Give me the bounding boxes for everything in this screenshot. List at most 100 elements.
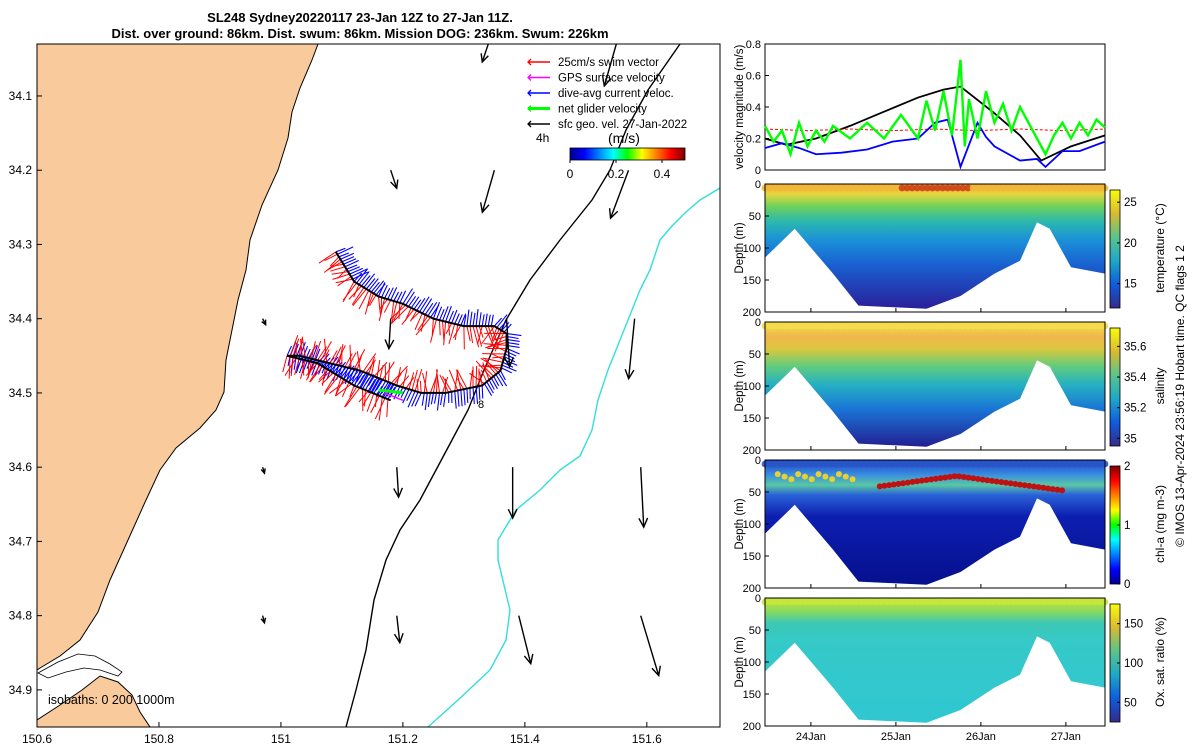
section-sample-marker bbox=[868, 322, 875, 330]
section-sample-marker bbox=[878, 460, 886, 468]
section-sample-marker bbox=[822, 598, 830, 606]
section-sample-marker bbox=[817, 322, 825, 330]
swim-vector bbox=[332, 346, 342, 365]
dive-avg-vector bbox=[443, 392, 447, 407]
section-sample-marker bbox=[792, 460, 799, 468]
swim-vector bbox=[442, 375, 453, 392]
section-sample-marker bbox=[934, 598, 941, 606]
dive-avg-vector bbox=[421, 392, 425, 406]
legend-swatch-head bbox=[527, 120, 532, 128]
swim-vector bbox=[330, 266, 346, 272]
section-sample-marker bbox=[923, 460, 931, 468]
section-sample-marker bbox=[863, 460, 870, 468]
swim-vector bbox=[438, 320, 441, 336]
section-sample-marker bbox=[842, 184, 850, 192]
dive-avg-vector bbox=[407, 390, 416, 408]
section-sample-marker bbox=[781, 598, 789, 606]
section-sample-marker bbox=[786, 184, 794, 192]
swim-vector bbox=[489, 343, 507, 352]
section-sample-marker bbox=[1050, 460, 1058, 468]
section-sample-marker bbox=[964, 460, 972, 468]
legend-swatch-head bbox=[527, 58, 532, 66]
swim-vector bbox=[290, 357, 294, 376]
chla-maximum-marker bbox=[909, 478, 916, 485]
dive-avg-vector bbox=[500, 367, 512, 374]
swim-vector bbox=[411, 370, 418, 391]
section-sample-marker bbox=[1005, 184, 1012, 192]
section-sample-marker bbox=[868, 184, 875, 192]
chla-maximum-marker bbox=[928, 476, 935, 483]
dive-avg-vector bbox=[373, 378, 383, 394]
swim-vector bbox=[393, 373, 402, 385]
swim-vector bbox=[429, 376, 437, 394]
swim-vector bbox=[324, 253, 338, 261]
map-ytick-label: 34.6 bbox=[9, 460, 33, 474]
section-sample-marker bbox=[954, 460, 962, 468]
section-sample-marker bbox=[797, 184, 804, 192]
chla-maximum-marker bbox=[970, 475, 977, 482]
swim-vector bbox=[378, 298, 386, 321]
chla-maximum-marker bbox=[998, 479, 1005, 486]
section-sample-marker bbox=[837, 322, 845, 330]
map-xtick-label: 151.4 bbox=[510, 732, 540, 746]
dive-avg-vector bbox=[364, 374, 375, 391]
dive-avg-vector bbox=[472, 312, 476, 327]
dive-avg-vector bbox=[483, 383, 493, 396]
chla-maximum-marker bbox=[895, 480, 902, 487]
section-sample-marker bbox=[1010, 598, 1018, 606]
section-sample-marker bbox=[878, 322, 886, 330]
chla-maximum-marker bbox=[951, 473, 958, 480]
chla-maximum-marker bbox=[1049, 486, 1056, 493]
section-sample-marker bbox=[1071, 184, 1078, 192]
geo-velocity-arrow bbox=[505, 318, 511, 367]
dive-avg-vector bbox=[478, 386, 481, 400]
isobath-200m bbox=[345, 44, 681, 727]
dive-avg-vector bbox=[436, 392, 441, 411]
section-sample-marker bbox=[1091, 322, 1099, 330]
section-ytick-label: 100 bbox=[743, 657, 761, 669]
chla-maximum-marker bbox=[1035, 484, 1042, 491]
section-ylabel: Depth (m) bbox=[734, 222, 746, 273]
section-sample-marker bbox=[797, 598, 804, 606]
section-sample-marker bbox=[1040, 184, 1048, 192]
section-sample-marker bbox=[893, 460, 901, 468]
dive-avg-vector bbox=[358, 271, 370, 285]
section-sample-marker bbox=[923, 184, 931, 192]
chla-maximum-marker bbox=[822, 473, 829, 480]
section-sample-marker bbox=[1076, 460, 1084, 468]
section-sample-marker bbox=[812, 184, 820, 192]
chla-maximum-marker bbox=[956, 473, 963, 480]
velocity-series-layer bbox=[763, 59, 1106, 170]
dive-avg-vector bbox=[349, 267, 363, 275]
chla-maximum-marker bbox=[974, 475, 981, 482]
map-xtick-label: 150.8 bbox=[144, 732, 174, 746]
section-sample-marker bbox=[776, 322, 784, 330]
section-sample-marker bbox=[934, 184, 941, 192]
swim-vector bbox=[448, 323, 456, 344]
botany-bay bbox=[37, 653, 123, 679]
section-sample-marker bbox=[817, 598, 825, 606]
section-sample-marker bbox=[786, 598, 794, 606]
section-sample-marker bbox=[995, 322, 1002, 330]
section-sample-marker bbox=[847, 598, 855, 606]
section-sample-marker bbox=[1000, 322, 1007, 330]
swim-vector bbox=[414, 369, 423, 392]
swim-vector bbox=[469, 326, 474, 344]
swim-vector bbox=[452, 325, 462, 339]
section-sample-marker bbox=[883, 460, 891, 468]
section-sample-marker bbox=[1015, 322, 1023, 330]
section-sample-marker bbox=[1096, 460, 1104, 468]
chla-maximum-marker bbox=[829, 476, 836, 483]
section-sample-marker bbox=[1050, 598, 1058, 606]
track-end-label: 8 bbox=[478, 399, 484, 411]
velocity-ylabel: velocity magnitude (m/s) bbox=[734, 45, 746, 170]
geo-velocity-arrowhead bbox=[260, 617, 267, 625]
dive-avg-vector bbox=[368, 377, 378, 394]
dive-avg-vector bbox=[396, 291, 403, 303]
dive-avg-vector bbox=[346, 264, 358, 270]
section-sample-marker bbox=[827, 598, 835, 606]
geo-velocity-arrowhead bbox=[523, 653, 534, 666]
swim-vector bbox=[309, 366, 324, 383]
section-ytick-label: 50 bbox=[749, 625, 761, 637]
section-sample-marker bbox=[969, 184, 977, 192]
